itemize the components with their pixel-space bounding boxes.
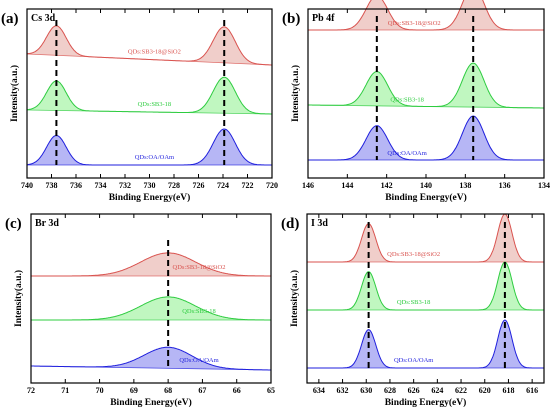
x-tick-label: 134 [538,181,550,190]
series-label-2: QDs:SB3-18 [397,299,431,306]
x-tick-label: 630 [360,386,372,395]
series-baseline-2 [26,109,273,115]
x-tick-label: 144 [341,181,353,190]
series-label-3: QDs:OA/OAm [135,154,174,161]
x-tick-label: 734 [95,181,107,190]
series-label-2: QDs:SB3-18 [390,96,424,103]
x-tick-label: 140 [420,181,432,190]
x-axis-label: Binding Energy(eV) [385,192,467,203]
series-label-3: QDs:OA/OAm [394,357,433,364]
panel-1: QDs:SB3-18@SiO2 QDs:SB3-18 QDs:OA/OAm 740 73… [1,8,278,203]
x-tick-label: 66 [233,386,241,395]
series-fill-1 [27,25,272,65]
x-axis-label: Binding Energy(eV) [110,397,192,408]
series-fill-2 [308,63,544,108]
x-tick-label: 724 [217,181,229,190]
series-fill-2 [31,296,271,320]
x-tick-label: 69 [130,386,138,395]
x-tick-label: 728 [168,181,180,190]
element-label: Cs 3d [31,13,56,24]
series-fill-3 [308,116,544,160]
x-tick-label: 622 [455,386,467,395]
panel-2: QDs:SB3-18@SiO2 QDs:SB3-18 QDs:OA/OAm 146 14… [282,0,550,203]
x-tick-label: 616 [526,386,538,395]
panel-4: QDs:SB3-18@SiO2 QDs:SB3-18 QDs:OA/OAm 634 63… [281,213,545,408]
panel-letter: (c) [5,216,22,232]
x-tick-label: 722 [242,181,254,190]
x-tick-label: 72 [27,386,35,395]
x-tick-label: 624 [431,386,443,395]
x-tick-label: 738 [46,181,58,190]
series-label-3: QDs:OA/OAm [387,150,426,157]
x-tick-label: 730 [144,181,156,190]
series-label-1: QDs:SB3-18@SiO2 [173,264,226,271]
x-tick-label: 70 [96,386,104,395]
x-tick-label: 720 [266,181,278,190]
x-tick-label: 71 [61,386,69,395]
x-tick-label: 634 [313,386,325,395]
series-label-1: QDs:SB3-18@SiO2 [387,251,440,258]
element-label: I 3d [311,218,328,229]
axes-frame [306,213,545,384]
series-baseline-1 [26,53,273,66]
panel-3: QDs:SB3-18@SiO2 QDs:SB3-18 QDs:OA/OAm 72 71 7… [5,213,275,408]
y-axis-label: Intensity(a.u.) [290,65,301,122]
x-axis-label: Binding Energy(eV) [385,397,467,408]
series-fill-3 [27,129,272,165]
panel-letter: (b) [282,11,300,27]
series-fill-1 [31,252,271,276]
series-label-2: QDs:SB3-18 [182,308,216,315]
axes-frame [30,213,272,384]
x-tick-label: 626 [408,386,420,395]
series-baseline-2 [307,104,545,109]
series-baseline-3 [30,365,272,371]
x-tick-label: 736 [70,181,82,190]
x-tick-label: 726 [193,181,205,190]
x-tick-label: 68 [164,386,172,395]
panel-letter: (a) [1,11,19,27]
series-label-2: QDs:SB3-18 [138,101,172,108]
x-tick-label: 65 [267,386,275,395]
y-axis-label: Intensity(a.u.) [9,65,20,122]
y-axis-label: Intensity(a.u.) [13,270,24,327]
x-tick-label: 618 [502,386,514,395]
x-tick-label: 620 [479,386,491,395]
x-tick-label: 628 [384,386,396,395]
y-axis-label: Intensity(a.u.) [289,270,300,327]
x-tick-label: 632 [337,386,349,395]
x-tick-label: 138 [459,181,471,190]
x-tick-label: 67 [198,386,206,395]
x-tick-label: 740 [21,181,33,190]
series-label-1: QDs:SB3-18@SiO2 [388,20,441,27]
x-tick-label: 732 [119,181,131,190]
series-label-3: QDs:OA/OAm [179,357,218,364]
panel-letter: (d) [281,216,299,232]
x-axis-label: Binding Energy(eV) [109,192,191,203]
x-tick-label: 146 [302,181,314,190]
series-line-2 [308,62,544,109]
series-fill-2 [27,77,272,114]
series-label-1: QDs:SB3-18@SiO2 [128,49,181,56]
series-fill-3 [31,347,271,370]
x-tick-label: 142 [381,181,393,190]
element-label: Pb 4f [312,13,335,24]
x-tick-label: 136 [499,181,511,190]
element-label: Br 3d [35,218,59,229]
